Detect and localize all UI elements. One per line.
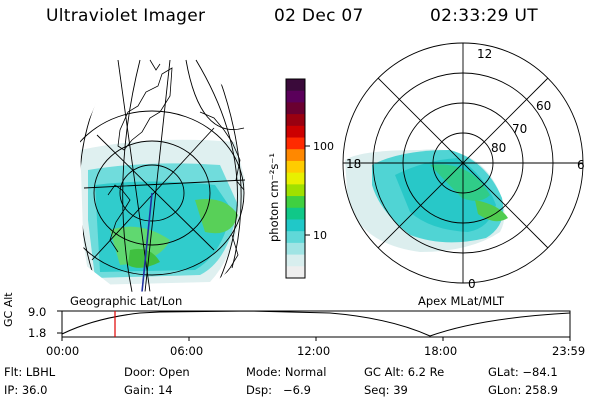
colorbar-segment	[286, 254, 305, 267]
colorbar-segment	[286, 219, 305, 232]
mlt-6: 6	[577, 158, 585, 172]
status-seq: Seq: 39	[364, 383, 408, 397]
colorbar-segment	[286, 231, 305, 244]
status-glat: GLat: −84.1	[488, 365, 558, 379]
altitude-ytick-9: 9.0	[28, 305, 47, 319]
colorbar-segment	[286, 79, 305, 92]
colorbar-segment	[286, 207, 305, 221]
altitude-xtick-4: 23:59	[552, 344, 586, 358]
mlt-18: 18	[346, 157, 361, 171]
status-mode: Mode: Normal	[246, 365, 327, 379]
colorbar-segment	[286, 125, 305, 139]
status-gain: Gain: 14	[124, 383, 173, 397]
status-door: Door: Open	[124, 365, 190, 379]
status-ip: IP: 36.0	[4, 383, 48, 397]
altitude-plot	[57, 310, 571, 341]
polar-caption: Apex MLat/MLT	[418, 294, 505, 308]
colorbar-segment	[286, 160, 305, 174]
mlt-0: 0	[468, 277, 476, 291]
altitude-xtick-3: 18:00	[424, 344, 458, 358]
lat-70: 70	[512, 122, 527, 136]
mlt-12: 12	[477, 47, 492, 61]
date-label: 02 Dec 07	[274, 6, 364, 26]
colorbar-segment	[286, 114, 305, 127]
time-label: 02:33:29 UT	[430, 6, 538, 26]
geo-map-panel	[80, 59, 246, 292]
colorbar-unit-label: photon cm⁻²s⁻¹	[267, 153, 281, 242]
colorbar-segment	[286, 242, 305, 256]
colorbar-tick-10: 10	[313, 229, 327, 242]
colorbar-segment	[286, 196, 305, 209]
altitude-xtick-1: 06:00	[170, 344, 204, 358]
colorbar-segment	[286, 266, 305, 279]
altitude-ytick-1-8: 1.8	[28, 326, 47, 340]
color-bar: 100 10 photon cm⁻²s⁻¹	[267, 78, 334, 279]
colorbar-segment	[286, 102, 305, 115]
polar-map-panel: 12 6 0 18 60 70 80	[342, 42, 585, 291]
altitude-ylabel: GC Alt	[2, 292, 15, 327]
status-flt: Flt: LBHL	[4, 365, 56, 379]
status-gc-alt: GC Alt: 6.2 Re	[364, 365, 445, 379]
lat-60: 60	[536, 99, 551, 113]
colorbar-tick-100: 100	[313, 140, 334, 153]
instrument-title: Ultraviolet Imager	[46, 6, 206, 26]
altitude-xtick-2: 12:00	[297, 344, 331, 358]
colorbar-segment	[286, 184, 305, 197]
status-glon: GLon: 258.9	[488, 383, 558, 397]
altitude-xtick-0: 00:00	[46, 344, 80, 358]
colorbar-segment	[286, 149, 305, 162]
colorbar-segment	[286, 137, 305, 150]
colorbar-segment	[286, 90, 305, 104]
lat-80: 80	[491, 141, 506, 155]
status-dsp: Dsp: −6.9	[246, 383, 311, 397]
geo-caption: Geographic Lat/Lon	[70, 294, 183, 308]
colorbar-segment	[286, 172, 305, 185]
